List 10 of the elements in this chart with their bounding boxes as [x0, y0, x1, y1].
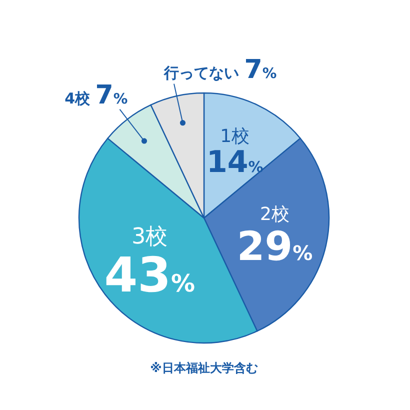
text: ※日本福祉大学含む	[150, 361, 258, 375]
slice-label: 2校	[260, 204, 290, 225]
slice-label: 4校	[64, 89, 96, 108]
data-label: 7%	[95, 80, 128, 110]
data-label: 29%	[236, 224, 313, 270]
slice-label: 1校	[220, 126, 250, 147]
data-label: 43%	[104, 247, 196, 304]
data-label: 7%	[244, 54, 277, 85]
slice-label: 3校	[132, 224, 168, 250]
slice-label: 行ってない	[163, 64, 244, 82]
